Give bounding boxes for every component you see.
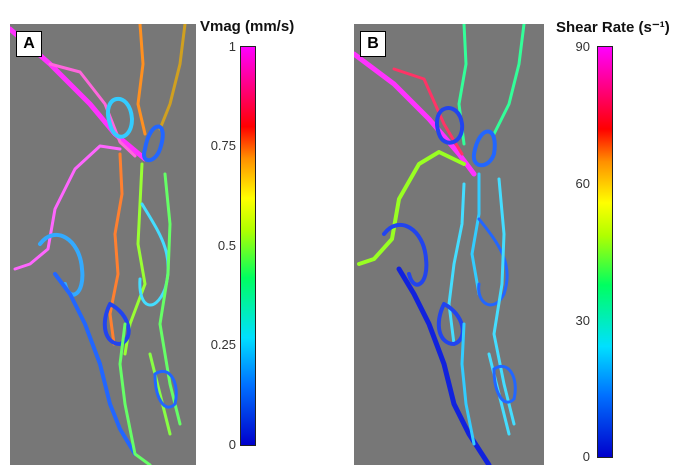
colorbar-b [597,46,613,458]
panel-a-image: A [10,24,196,465]
colorbar-a-tick: 0 [228,437,236,452]
colorbar-a-tick: 0.5 [217,238,236,253]
colorbar-b-tick: 30 [575,313,590,328]
panel-a-label: A [16,31,42,57]
panel-b-label: B [360,31,386,57]
vessel-network-velocity [10,24,187,465]
panel-b-image: B [354,24,544,465]
colorbar-a-tick: 0.75 [210,138,236,153]
colorbar-b-tick: 0 [582,449,590,464]
vessel-network-shear [354,24,526,465]
colorbar-a-title: Vmag (mm/s) [200,18,295,35]
colorbar-a-tick: 0.25 [210,337,236,352]
colorbar-b-tick: 90 [575,39,590,54]
colorbar-a [240,46,256,446]
colorbar-b-title: Shear Rate (s⁻¹) [556,19,670,36]
colorbar-b-tick: 60 [575,176,590,191]
colorbar-a-tick: 1 [228,39,236,54]
